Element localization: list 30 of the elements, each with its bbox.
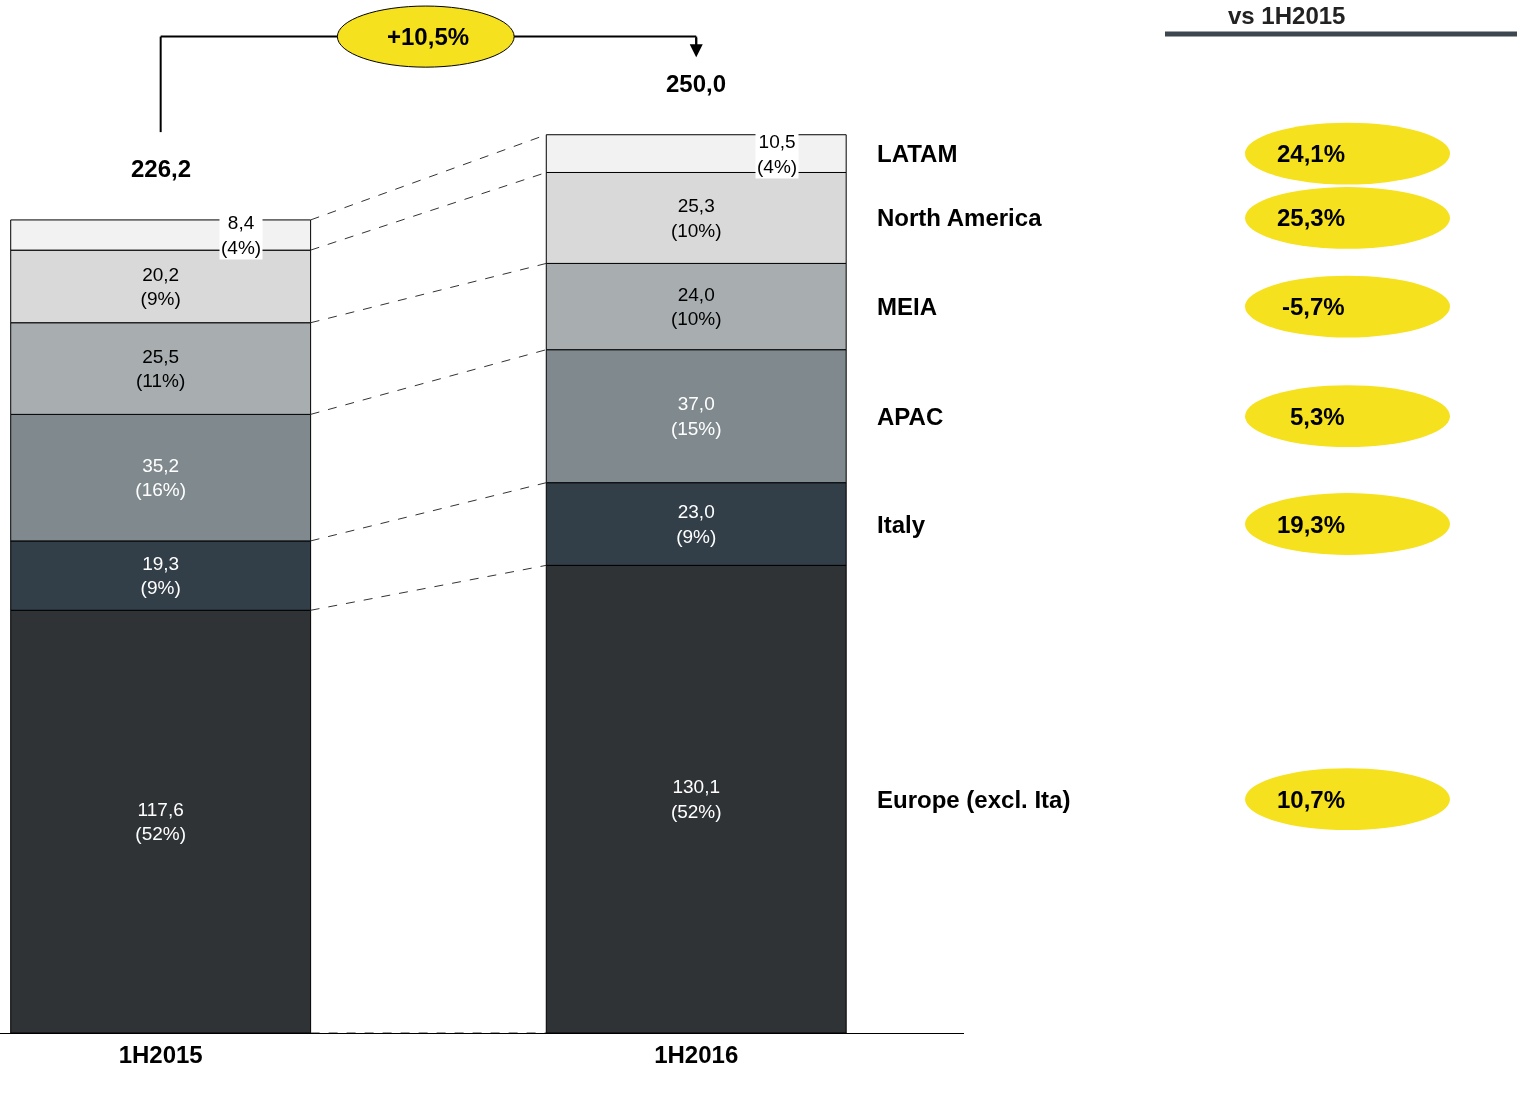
total-label: 250,0: [666, 70, 727, 97]
data-label: 130,1 (52%): [670, 776, 722, 823]
text: vs 1H2015: [1228, 2, 1346, 29]
series-label: MEIA: [877, 293, 937, 320]
text: 19,3%: [1277, 511, 1346, 538]
text: -5,7%: [1282, 293, 1345, 320]
data-label: 25,3 (10%): [670, 195, 722, 241]
data-label: 117,6 (52%): [135, 798, 187, 845]
data-label: 24,0 (10%): [670, 283, 722, 330]
series-label: APAC: [877, 403, 944, 430]
data-label: 20,2 (9%): [140, 263, 181, 310]
total-label: 226,2: [131, 155, 192, 182]
series-label: Europe (excl. Ita): [877, 786, 1071, 813]
series-label: North America: [877, 204, 1043, 231]
data-label: 35,2 (16%): [135, 454, 187, 501]
data-label: 10,5 (4%): [757, 131, 798, 177]
text: +10,5%: [387, 23, 470, 50]
x-tick-label: 1H2015: [118, 1040, 203, 1068]
series-label: Italy: [877, 511, 926, 538]
text: 25,3%: [1277, 204, 1346, 231]
data-label: 37,0 (15%): [670, 393, 722, 440]
x-tick-label: 1H2016: [654, 1040, 739, 1068]
data-label: 8,4 (4%): [221, 212, 262, 258]
data-label: 25,5 (11%): [136, 345, 186, 392]
text: 5,3%: [1290, 403, 1345, 430]
text: 24,1%: [1277, 140, 1346, 167]
series-label: LATAM: [877, 140, 958, 167]
text: 10,7%: [1277, 786, 1346, 813]
data-label: 23,0 (9%): [676, 501, 717, 547]
data-label: 19,3 (9%): [140, 552, 181, 599]
